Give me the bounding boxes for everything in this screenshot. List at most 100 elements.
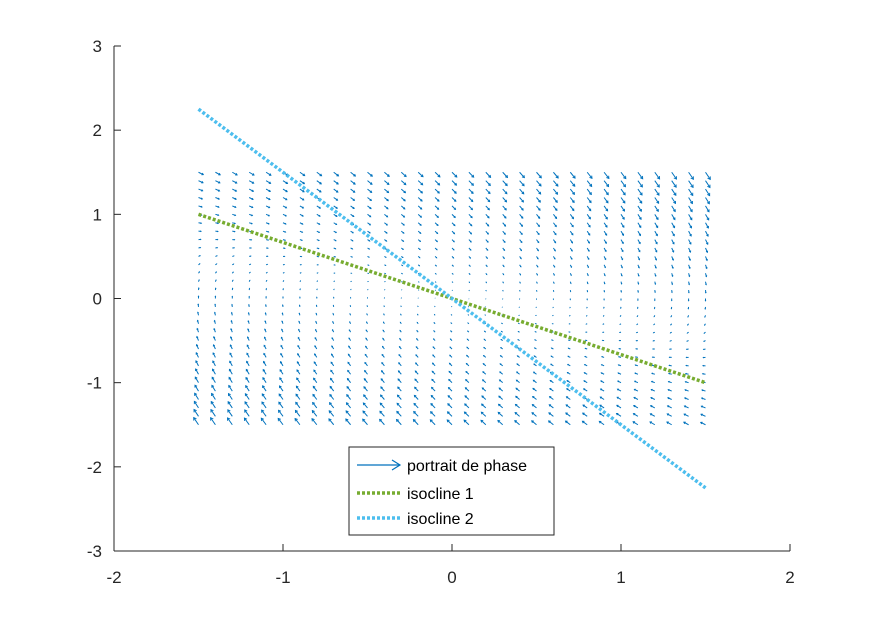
quiver-arrow	[433, 321, 436, 325]
quiver-arrow	[671, 205, 676, 213]
quiver-arrow	[346, 385, 351, 392]
quiver-arrow	[703, 340, 706, 342]
quiver-arrow	[671, 247, 675, 253]
quiver-arrow	[263, 344, 267, 350]
quiver-arrow	[414, 386, 419, 392]
quiver-arrow	[451, 281, 454, 283]
quiver-arrow	[668, 372, 672, 375]
quiver-arrow	[451, 256, 455, 259]
quiver-arrow	[197, 311, 199, 316]
quiver-arrow	[549, 388, 554, 392]
quiver-arrow	[586, 188, 592, 196]
quiver-arrow	[553, 188, 559, 195]
quiver-arrow	[502, 281, 504, 284]
quiver-arrow	[519, 239, 523, 244]
quiver-arrow	[603, 298, 605, 301]
quiver-arrow	[265, 304, 267, 307]
quiver-arrow	[586, 180, 593, 188]
quiver-arrow	[265, 279, 268, 282]
quiver-arrow	[599, 388, 605, 392]
quiver-arrow	[332, 312, 335, 316]
quiver-arrow	[282, 304, 284, 307]
quiver-arrow	[299, 205, 305, 209]
quiver-arrow	[620, 214, 625, 220]
quiver-arrow	[380, 378, 385, 383]
quiver-arrow	[705, 171, 711, 181]
quiver-arrow	[498, 387, 504, 392]
quiver-arrow	[296, 377, 301, 383]
quiver-arrow	[282, 247, 286, 250]
quiver-arrow	[198, 263, 201, 266]
quiver-arrow	[652, 331, 656, 334]
quiver-arrow	[567, 339, 571, 342]
quiver-arrow	[500, 338, 503, 341]
quiver-arrow	[705, 180, 711, 189]
quiver-arrow	[266, 247, 269, 249]
quiver-arrow	[519, 188, 525, 195]
quiver-arrow	[705, 205, 710, 213]
quiver-arrow	[569, 188, 575, 196]
quiver-arrow	[281, 320, 284, 324]
quiver-arrow	[400, 188, 407, 194]
quiver-arrow	[384, 171, 390, 177]
quiver-arrow	[466, 338, 470, 341]
quiver-arrow	[603, 264, 606, 269]
quiver-arrow	[432, 354, 436, 358]
quiver-arrow	[367, 171, 373, 177]
quiver-arrow	[705, 247, 709, 254]
quiver-arrow	[666, 421, 672, 426]
quiver-arrow	[367, 197, 373, 202]
quiver-arrow	[552, 247, 556, 252]
quiver-arrow	[516, 363, 520, 367]
quiver-arrow	[633, 396, 639, 400]
quiver-arrow	[654, 205, 659, 213]
quiver-arrow	[231, 271, 234, 274]
quiver-arrow	[569, 171, 576, 179]
quiver-arrow	[417, 264, 421, 267]
quiver-arrow	[227, 392, 233, 400]
quiver-arrow	[519, 281, 521, 284]
quiver-arrow	[688, 230, 692, 237]
quiver-arrow	[688, 256, 691, 262]
quiver-arrow	[434, 230, 439, 235]
quiver-arrow	[398, 345, 402, 350]
quiver-arrow	[586, 239, 590, 244]
quiver-arrow	[249, 255, 252, 257]
quiver-arrow	[688, 264, 691, 270]
quiver-arrow	[536, 247, 539, 252]
quiver-arrow	[552, 239, 557, 244]
legend-box	[348, 446, 555, 536]
quiver-arrow	[214, 295, 217, 299]
quiver-arrow	[536, 180, 542, 187]
quiver-arrow	[468, 180, 474, 186]
quiver-arrow	[599, 404, 605, 409]
quiver-arrow	[295, 393, 301, 400]
quiver-arrow	[451, 180, 458, 186]
quiver-arrow	[637, 197, 643, 204]
quiver-arrow	[280, 344, 284, 350]
quiver-arrow	[366, 321, 368, 324]
quiver-arrow	[705, 256, 708, 262]
quiver-arrow	[583, 364, 588, 367]
quiver-arrow	[671, 239, 675, 245]
quiver-arrow	[620, 188, 626, 196]
quiver-arrow	[467, 322, 470, 325]
quiver-arrow	[416, 338, 419, 341]
quiver-arrow	[551, 339, 554, 342]
quiver-arrow	[384, 264, 387, 266]
quiver-arrow	[619, 315, 622, 317]
quiver-arrow	[434, 205, 440, 210]
quiver-arrow	[620, 264, 623, 269]
quiver-arrow	[603, 247, 607, 253]
quiver-arrow	[215, 230, 219, 233]
quiver-arrow	[363, 378, 368, 383]
quiver-arrow	[314, 345, 318, 350]
quiver-arrow	[702, 364, 706, 367]
quiver-arrow	[669, 340, 672, 342]
quiver-arrow	[451, 239, 455, 243]
quiver-arrow	[401, 247, 404, 250]
quiver-arrow	[247, 320, 250, 324]
quiver-arrow	[333, 239, 337, 242]
quiver-arrow	[400, 230, 405, 234]
quiver-arrow	[316, 230, 321, 233]
